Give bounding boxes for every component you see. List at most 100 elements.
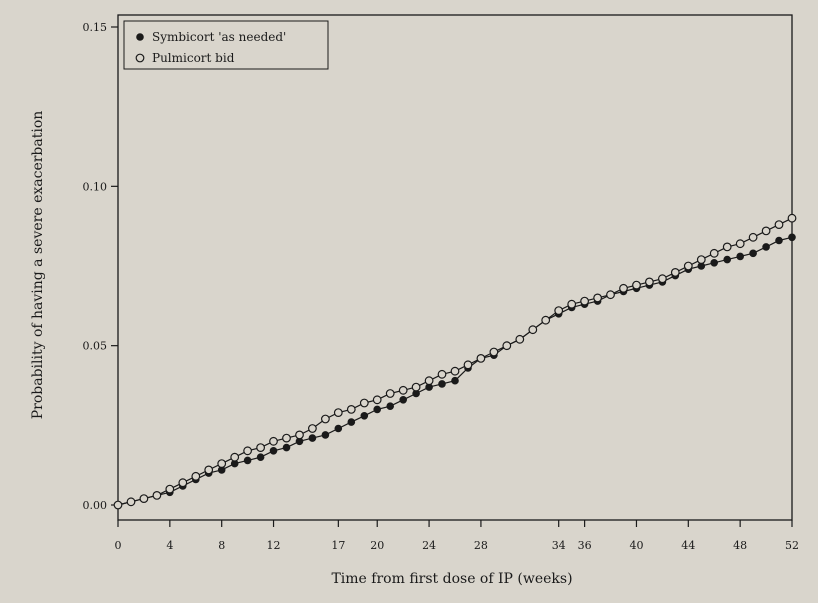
- x-tick-label: 28: [474, 539, 488, 552]
- data-point-filled: [347, 418, 356, 426]
- x-tick-label: 36: [578, 539, 592, 552]
- data-point-open: [696, 255, 706, 265]
- x-axis: 0 4 8 12 17 20 24 28 34 36 40 44 48 52: [115, 520, 799, 552]
- x-tick-label: 52: [785, 539, 799, 552]
- data-point-filled: [710, 259, 718, 267]
- x-tick-label: 8: [218, 539, 225, 552]
- legend-box: [123, 20, 329, 70]
- data-point-open: [385, 389, 395, 398]
- data-point-filled: [282, 443, 291, 452]
- legend-label-symbicort: Symbicort 'as needed': [152, 30, 286, 44]
- data-point-open: [787, 213, 797, 223]
- data-point-open: [139, 494, 149, 504]
- data-point-open: [658, 274, 667, 284]
- y-axis: 0.00 0.05 0.10 0.15: [83, 21, 118, 512]
- data-point-open: [191, 471, 201, 481]
- data-point-open: [645, 277, 654, 287]
- data-point-filled: [256, 453, 265, 462]
- data-point-open: [372, 395, 382, 405]
- data-point-open: [152, 491, 162, 500]
- data-point-filled: [386, 402, 395, 411]
- y-tick-label: 0.10: [83, 180, 108, 193]
- data-point-open: [178, 478, 188, 488]
- data-point-filled: [775, 236, 783, 245]
- y-tick-label: 0.05: [83, 340, 108, 353]
- data-point-open: [295, 430, 304, 440]
- data-point-open: [709, 248, 719, 258]
- x-tick-label: 17: [331, 539, 345, 552]
- data-point-open: [269, 436, 278, 446]
- data-point-filled: [697, 262, 706, 270]
- data-point-filled: [723, 255, 731, 264]
- x-tick-label: 40: [629, 539, 643, 552]
- data-point-open: [243, 446, 253, 456]
- legend: Symbicort 'as needed' Pulmicort bid: [123, 20, 329, 70]
- data-point-open: [450, 366, 460, 376]
- data-point-filled: [360, 412, 369, 420]
- x-tick-label: 44: [681, 539, 695, 552]
- data-point-open: [424, 376, 434, 386]
- data-point-filled: [788, 233, 796, 242]
- data-point-open: [256, 443, 266, 453]
- data-point-open: [774, 220, 784, 230]
- data-point-filled: [321, 431, 330, 439]
- legend-marker-open-circle: [135, 53, 145, 63]
- x-tick-label: 4: [166, 539, 173, 552]
- x-tick-label: 12: [267, 539, 281, 552]
- x-tick-label: 48: [733, 539, 747, 552]
- x-tick-label: 24: [422, 539, 436, 552]
- data-point-open: [502, 341, 512, 351]
- data-point-open: [528, 325, 538, 335]
- data-point-open: [126, 497, 136, 507]
- data-point-open: [606, 290, 615, 300]
- data-point-open: [567, 299, 577, 309]
- data-point-filled: [334, 424, 343, 433]
- data-point-open: [165, 484, 175, 494]
- data-point-filled: [295, 437, 304, 446]
- y-axis-title: Probability of having a severe exacerbat…: [30, 111, 46, 420]
- data-point-filled: [438, 380, 446, 388]
- legend-marker-filled-circle: [136, 33, 144, 41]
- data-point-open: [113, 500, 123, 510]
- data-point-open: [230, 452, 240, 462]
- data-point-open: [411, 382, 421, 392]
- data-point-filled: [736, 252, 744, 261]
- data-point-filled: [762, 243, 770, 251]
- data-point-open: [204, 465, 214, 475]
- data-point-open: [346, 405, 356, 414]
- data-point-filled: [425, 383, 433, 391]
- x-tick-label: 20: [370, 539, 384, 552]
- data-point-open: [632, 280, 641, 290]
- x-axis-title: Time from first dose of IP (weeks): [331, 571, 572, 587]
- data-point-filled: [373, 405, 382, 414]
- data-point-filled: [749, 249, 757, 258]
- data-point-open: [308, 424, 317, 433]
- data-point-open: [722, 242, 732, 252]
- data-point-open: [321, 414, 330, 424]
- data-point-open: [580, 296, 589, 306]
- data-point-filled: [308, 434, 317, 442]
- data-point-filled: [217, 466, 226, 474]
- x-tick-label: 34: [552, 539, 566, 552]
- data-point-open: [670, 268, 680, 277]
- data-point-open: [359, 398, 369, 408]
- y-tick-label: 0.15: [83, 21, 108, 34]
- data-point-open: [476, 354, 486, 363]
- data-point-open: [683, 261, 693, 271]
- data-point-open: [554, 306, 564, 316]
- data-point-open: [282, 433, 291, 443]
- data-point-open: [761, 226, 771, 236]
- legend-label-pulmicort: Pulmicort bid: [152, 51, 235, 65]
- data-point-open: [541, 315, 551, 325]
- plot-area-frame: [117, 14, 793, 521]
- data-point-filled: [412, 389, 420, 398]
- data-point-filled: [269, 447, 278, 455]
- data-point-open: [619, 283, 628, 293]
- x-tick-label: 0: [115, 539, 122, 552]
- data-point-open: [748, 232, 758, 242]
- data-point-open: [463, 360, 473, 370]
- data-point-open: [735, 239, 745, 249]
- data-point-open: [398, 385, 408, 395]
